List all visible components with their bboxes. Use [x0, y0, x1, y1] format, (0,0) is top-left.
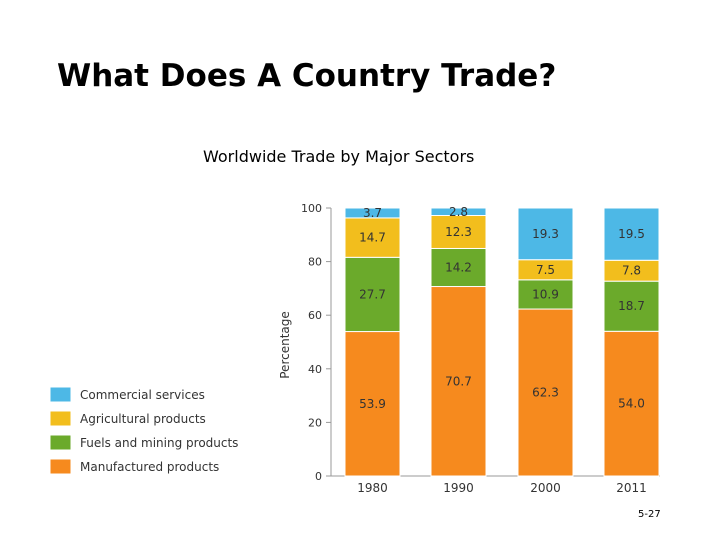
bar-value-label: 2.8: [449, 205, 468, 219]
bar-segment: [430, 286, 487, 477]
bar-value-label: 10.9: [532, 287, 559, 301]
bar-segment: [430, 207, 487, 217]
page-number: 5-27: [638, 509, 661, 520]
bar-value-label: 70.7: [445, 374, 472, 388]
bar-value-label: 7.8: [622, 264, 641, 278]
slide-title: What Does A Country Trade?: [57, 58, 557, 94]
bar-segment: [430, 215, 487, 249]
x-tick-label: 1980: [357, 481, 388, 495]
y-tick-label: 20: [308, 416, 322, 429]
bar-segment: [430, 247, 487, 288]
y-tick-label: 80: [308, 256, 322, 269]
legend-label: Fuels and mining products: [80, 436, 238, 450]
x-tick-label: 2011: [616, 481, 647, 495]
bar-value-label: 19.3: [532, 227, 559, 241]
legend-label: Manufactured products: [80, 460, 219, 474]
y-tick-label: 100: [301, 202, 322, 215]
bar-value-label: 54.0: [618, 397, 645, 411]
chart-title: Worldwide Trade by Major Sectors: [203, 147, 475, 166]
bar-segment: [344, 207, 401, 219]
bar-value-label: 27.7: [359, 287, 386, 301]
bar-segment: [344, 217, 401, 258]
legend-label: Commercial services: [80, 388, 205, 402]
y-tick-label: 0: [315, 470, 322, 483]
y-tick-label: 60: [308, 309, 322, 322]
bar-segment: [603, 280, 660, 332]
legend-swatch: [49, 458, 72, 475]
x-tick-label: 2000: [530, 481, 561, 495]
legend-swatch: [49, 434, 72, 451]
bar-segment: [603, 207, 660, 261]
bar-value-label: 7.5: [536, 263, 555, 277]
bar-value-label: 3.7: [363, 206, 382, 220]
y-axis-label: Percentage: [278, 311, 292, 379]
legend-label: Agricultural products: [80, 412, 206, 426]
bar-value-label: 18.7: [618, 299, 645, 313]
bar-segment: [603, 330, 660, 477]
bar-segment: [344, 331, 401, 477]
bar-value-label: 19.5: [618, 227, 645, 241]
bar-value-label: 62.3: [532, 386, 559, 400]
bar-segment: [517, 279, 574, 310]
legend-swatch: [49, 410, 72, 427]
x-tick-label: 1990: [443, 481, 474, 495]
bar-segment: [517, 207, 574, 261]
bar-segment: [344, 256, 401, 333]
bar-value-label: 14.2: [445, 260, 472, 274]
bar-value-label: 14.7: [359, 231, 386, 245]
bar-value-label: 12.3: [445, 225, 472, 239]
bar-value-label: 53.9: [359, 397, 386, 411]
legend-swatch: [49, 386, 72, 403]
y-tick-label: 40: [308, 363, 322, 376]
